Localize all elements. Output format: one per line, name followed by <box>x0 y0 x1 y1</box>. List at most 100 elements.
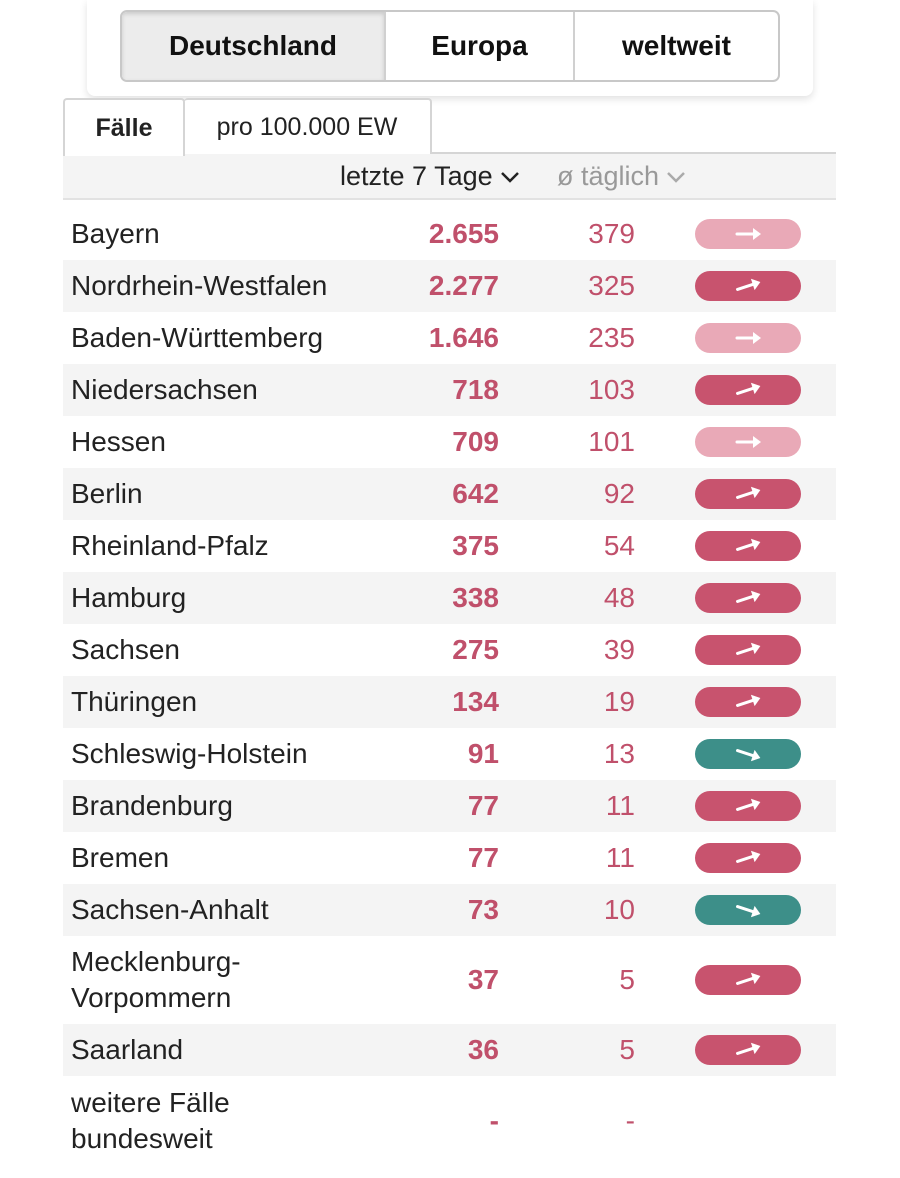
tab-cases[interactable]: Fälle <box>63 98 185 156</box>
state-name-line: Mecklenburg- <box>71 946 241 977</box>
state-name: Sachsen <box>71 634 180 665</box>
cases-last-7-days: - <box>489 1105 499 1136</box>
trend-badge <box>695 479 801 509</box>
trend-badge <box>695 271 801 301</box>
column-header: letzte 7 Tage ø täglich <box>63 154 836 200</box>
trend-flat-arrow-icon <box>735 332 761 344</box>
table-row: Baden-Württemberg 1.646 235 <box>63 312 836 364</box>
cases-daily-average: 10 <box>603 894 635 925</box>
cases-daily-average: 379 <box>588 218 635 249</box>
table-row: Nordrhein-Westfalen 2.277 325 <box>63 260 836 312</box>
cases-daily-average: 235 <box>588 322 635 353</box>
cases-daily-average: 5 <box>619 1034 635 1065</box>
trend-down-arrow-icon <box>736 905 761 918</box>
trend-up-arrow-icon <box>736 694 761 707</box>
state-name: Bremen <box>71 842 170 873</box>
region-europa-button[interactable]: Europa <box>386 12 575 80</box>
state-name: Saarland <box>71 1034 184 1065</box>
cases-daily-average: 13 <box>603 738 635 769</box>
sort-daily-average-label: ø täglich <box>557 161 660 191</box>
trend-up-arrow-icon <box>736 590 761 603</box>
table-row: Schleswig-Holstein 91 13 <box>63 728 836 780</box>
cases-daily-average: 325 <box>588 270 635 301</box>
state-name: Hamburg <box>71 582 187 613</box>
region-deutschland-button[interactable]: Deutschland <box>122 12 386 80</box>
cases-daily-average: 48 <box>603 582 635 613</box>
cases-daily-average: 5 <box>619 964 635 995</box>
cases-daily-average: 11 <box>605 790 635 821</box>
trend-badge <box>695 965 801 995</box>
state-name: Schleswig-Holstein <box>71 738 308 769</box>
state-name: Rheinland-Pfalz <box>71 530 269 561</box>
trend-badge <box>695 531 801 561</box>
state-name: Thüringen <box>71 686 198 717</box>
cases-last-7-days: 91 <box>467 738 499 769</box>
table-row: Hamburg 338 48 <box>63 572 836 624</box>
region-weltweit-button[interactable]: weltweit <box>622 30 731 61</box>
trend-flat-arrow-icon <box>735 228 761 240</box>
cases-last-7-days: 73 <box>467 894 499 925</box>
state-name: Brandenburg <box>71 790 233 821</box>
trend-badge <box>695 1035 801 1065</box>
chevron-down-icon <box>500 171 519 183</box>
table-row: Hessen 709 101 <box>63 416 836 468</box>
tab-per-100k[interactable]: pro 100.000 EW <box>184 98 432 154</box>
table-row: Rheinland-Pfalz 375 54 <box>63 520 836 572</box>
cases-daily-average: 19 <box>603 686 635 717</box>
cases-last-7-days: 36 <box>467 1034 499 1065</box>
cases-last-7-days: 709 <box>452 426 499 457</box>
cases-last-7-days: 375 <box>452 530 499 561</box>
trend-flat-arrow-icon <box>735 436 761 448</box>
cases-daily-average: 103 <box>588 374 635 405</box>
cases-last-7-days: 2.655 <box>428 218 499 249</box>
table-row: Niedersachsen 718 103 <box>63 364 836 416</box>
cases-daily-average: 92 <box>603 478 635 509</box>
cases-daily-average: 54 <box>603 530 635 561</box>
trend-badge <box>695 323 801 353</box>
trend-up-arrow-icon <box>736 1042 761 1055</box>
cases-last-7-days: 77 <box>467 790 499 821</box>
region-selector: Deutschland Europa weltweit <box>120 10 780 82</box>
table-row: Sachsen-Anhalt 73 10 <box>63 884 836 936</box>
trend-up-arrow-icon <box>736 642 761 655</box>
state-name: Niedersachsen <box>71 374 258 405</box>
trend-up-arrow-icon <box>736 538 761 551</box>
trend-badge <box>695 583 801 613</box>
trend-up-arrow-icon <box>736 278 761 291</box>
cases-last-7-days: 37 <box>467 964 499 995</box>
cases-daily-average: 39 <box>603 634 635 665</box>
table-row: Bayern 2.655 379 <box>63 208 836 260</box>
state-name: Sachsen-Anhalt <box>71 894 269 925</box>
metric-tabs: Fälle pro 100.000 EW <box>63 98 836 156</box>
table-row: Saarland 36 5 <box>63 1024 836 1076</box>
table-row: Brandenburg 77 11 <box>63 780 836 832</box>
sort-last-7-days-label: letzte 7 Tage <box>340 161 493 191</box>
cases-daily-average: 11 <box>605 842 635 873</box>
cases-daily-average: 101 <box>588 426 635 457</box>
state-name: Nordrhein-Westfalen <box>71 270 328 301</box>
trend-badge <box>695 791 801 821</box>
trend-up-arrow-icon <box>736 972 761 985</box>
trend-badge <box>695 635 801 665</box>
cases-table: Bayern 2.655 379 Nordrhein-Westfalen 2.277 32… <box>63 208 836 1166</box>
state-name: Bayern <box>71 218 160 249</box>
table-row: Mecklenburg- Vorpommern 37 5 <box>63 936 836 1024</box>
sort-last-7-days[interactable]: letzte 7 Tage <box>340 161 521 192</box>
table-row: Sachsen 275 39 <box>63 624 836 676</box>
cases-last-7-days: 718 <box>452 374 499 405</box>
table-row: Berlin 642 92 <box>63 468 836 520</box>
table-row: Thüringen 134 19 <box>63 676 836 728</box>
cases-last-7-days: 642 <box>452 478 499 509</box>
trend-up-arrow-icon <box>736 486 761 499</box>
trend-up-arrow-icon <box>736 382 761 395</box>
cases-last-7-days: 338 <box>452 582 499 613</box>
trend-badge <box>695 375 801 405</box>
cases-last-7-days: 1.646 <box>428 322 499 353</box>
trend-badge <box>695 739 801 769</box>
sort-daily-average[interactable]: ø täglich <box>557 161 687 192</box>
state-name-line: bundesweit <box>71 1123 213 1154</box>
trend-up-arrow-icon <box>736 850 761 863</box>
trend-up-arrow-icon <box>736 798 761 811</box>
cases-last-7-days: 134 <box>452 686 499 717</box>
table-row: weitere Fälle bundesweit - - <box>63 1076 836 1166</box>
